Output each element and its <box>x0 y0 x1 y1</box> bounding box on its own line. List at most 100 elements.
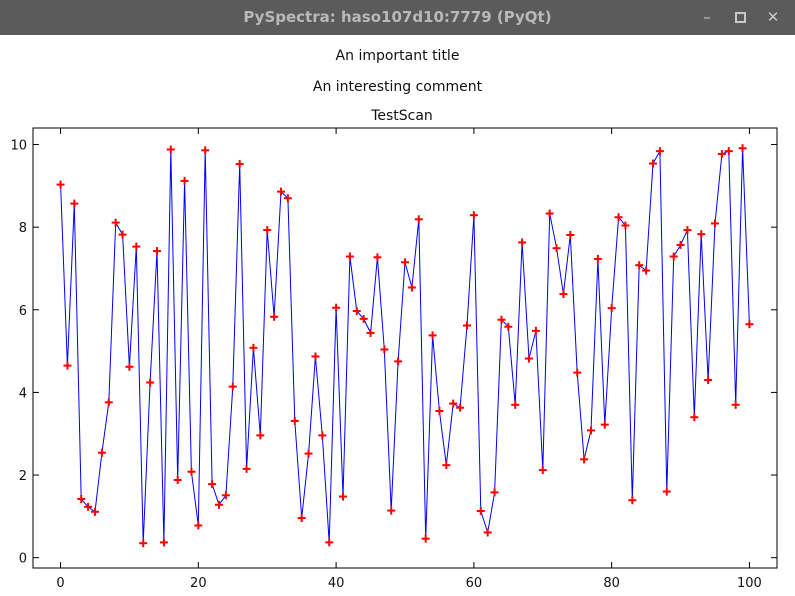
data-point-marker[interactable] <box>449 399 458 408</box>
data-point-marker[interactable] <box>724 147 733 156</box>
data-point-marker[interactable] <box>717 150 726 159</box>
data-point-marker[interactable] <box>593 254 602 263</box>
maximize-icon[interactable] <box>731 8 749 26</box>
data-point-marker[interactable] <box>256 431 265 440</box>
data-point-marker[interactable] <box>194 521 203 530</box>
data-point-marker[interactable] <box>421 534 430 543</box>
close-icon[interactable]: ✕ <box>766 8 780 26</box>
data-point-marker[interactable] <box>215 500 223 509</box>
data-point-marker[interactable] <box>139 539 148 548</box>
data-point-marker[interactable] <box>738 144 747 153</box>
data-point-marker[interactable] <box>166 145 175 154</box>
data-point-marker[interactable] <box>552 244 561 253</box>
data-point-marker[interactable] <box>587 426 595 435</box>
data-point-marker[interactable] <box>649 159 657 168</box>
data-point-marker[interactable] <box>277 187 285 196</box>
data-point-marker[interactable] <box>97 448 106 457</box>
data-point-marker[interactable] <box>56 180 65 189</box>
data-point-marker[interactable] <box>669 252 678 261</box>
data-point-marker[interactable] <box>290 416 299 425</box>
data-point-marker[interactable] <box>91 507 99 516</box>
data-point-marker[interactable] <box>566 231 575 240</box>
data-point-marker[interactable] <box>711 219 719 228</box>
data-point-marker[interactable] <box>297 514 306 523</box>
data-point-marker[interactable] <box>469 211 478 220</box>
data-point-marker[interactable] <box>263 226 272 235</box>
data-point-marker[interactable] <box>159 538 168 547</box>
data-point-marker[interactable] <box>435 407 444 416</box>
data-point-marker[interactable] <box>325 538 334 547</box>
data-point-marker[interactable] <box>525 354 533 363</box>
data-point-marker[interactable] <box>84 502 93 511</box>
data-point-marker[interactable] <box>401 258 409 267</box>
data-point-marker[interactable] <box>153 247 161 256</box>
window-titlebar[interactable]: PySpectra: haso107d10:7779 (PyQt) – ✕ <box>0 0 795 35</box>
data-point-marker[interactable] <box>104 398 113 407</box>
data-point-marker[interactable] <box>690 413 699 422</box>
data-point-marker[interactable] <box>394 357 403 366</box>
data-point-marker[interactable] <box>538 466 547 475</box>
data-point-marker[interactable] <box>270 312 279 321</box>
data-point-marker[interactable] <box>497 315 506 324</box>
data-point-marker[interactable] <box>463 321 471 330</box>
data-point-marker[interactable] <box>339 492 347 501</box>
data-point-marker[interactable] <box>387 506 396 515</box>
data-point-marker[interactable] <box>559 290 568 299</box>
data-point-marker[interactable] <box>697 230 706 239</box>
data-point-marker[interactable] <box>414 215 423 224</box>
data-point-marker[interactable] <box>676 240 685 249</box>
data-point-marker[interactable] <box>745 320 754 329</box>
data-point-marker[interactable] <box>407 283 416 292</box>
data-point-marker[interactable] <box>545 209 554 218</box>
data-point-marker[interactable] <box>283 194 292 203</box>
data-point-marker[interactable] <box>428 331 437 340</box>
data-point-marker[interactable] <box>208 480 217 489</box>
data-point-marker[interactable] <box>456 403 465 412</box>
data-point-marker[interactable] <box>614 213 623 222</box>
data-point-marker[interactable] <box>511 400 520 409</box>
data-point-marker[interactable] <box>125 362 134 371</box>
data-point-marker[interactable] <box>655 147 664 156</box>
data-point-marker[interactable] <box>146 378 155 387</box>
data-point-marker[interactable] <box>531 326 540 335</box>
data-point-marker[interactable] <box>221 491 230 500</box>
data-point-marker[interactable] <box>580 455 589 464</box>
data-point-marker[interactable] <box>731 400 740 409</box>
data-point-marker[interactable] <box>683 226 692 235</box>
data-point-marker[interactable] <box>607 304 616 313</box>
data-point-marker[interactable] <box>366 328 375 337</box>
data-point-marker[interactable] <box>332 303 341 312</box>
data-point-marker[interactable] <box>235 159 244 168</box>
data-point-marker[interactable] <box>318 431 327 440</box>
data-point-marker[interactable] <box>118 230 127 239</box>
data-point-marker[interactable] <box>70 199 79 208</box>
data-point-marker[interactable] <box>63 361 72 370</box>
data-point-marker[interactable] <box>201 146 210 155</box>
data-point-marker[interactable] <box>352 307 361 316</box>
data-point-marker[interactable] <box>373 253 382 262</box>
data-point-marker[interactable] <box>504 322 513 331</box>
data-point-marker[interactable] <box>635 261 644 270</box>
data-point-marker[interactable] <box>180 176 189 185</box>
data-point-marker[interactable] <box>621 221 630 230</box>
data-point-marker[interactable] <box>490 488 499 497</box>
data-point-marker[interactable] <box>442 461 451 470</box>
data-point-marker[interactable] <box>249 343 258 352</box>
data-point-marker[interactable] <box>518 238 527 247</box>
data-point-marker[interactable] <box>642 266 651 275</box>
data-point-marker[interactable] <box>228 382 237 391</box>
data-point-marker[interactable] <box>77 495 86 504</box>
data-point-marker[interactable] <box>311 352 320 361</box>
data-point-marker[interactable] <box>704 376 713 385</box>
data-point-marker[interactable] <box>600 420 609 429</box>
data-point-marker[interactable] <box>132 242 141 251</box>
data-point-marker[interactable] <box>476 506 485 515</box>
data-point-marker[interactable] <box>380 345 389 354</box>
minimize-icon[interactable]: – <box>703 8 711 26</box>
data-point-marker[interactable] <box>345 252 354 261</box>
data-point-marker[interactable] <box>187 467 196 476</box>
data-point-marker[interactable] <box>304 449 313 458</box>
data-point-marker[interactable] <box>111 218 120 227</box>
data-point-marker[interactable] <box>662 487 671 496</box>
